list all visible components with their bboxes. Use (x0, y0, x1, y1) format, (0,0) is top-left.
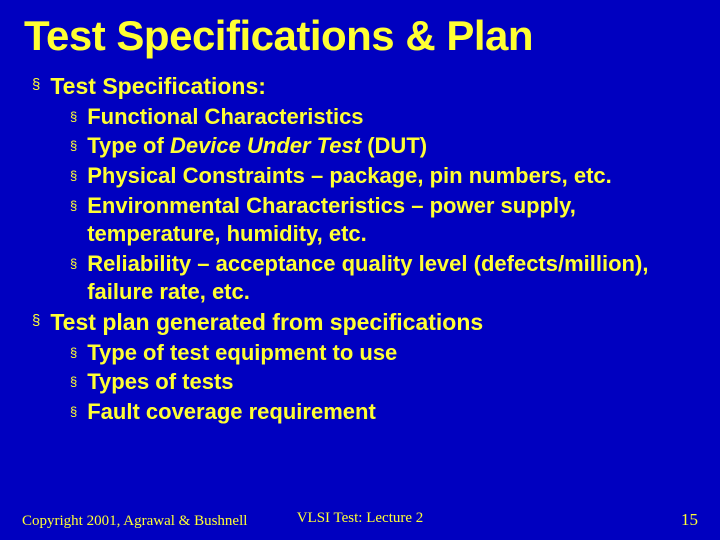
bullet-text: Environmental Characteristics – power su… (87, 192, 696, 249)
bullet-lvl2: § Functional Characteristics (70, 103, 696, 132)
bullet-text: Test plan generated from specifications (50, 308, 483, 337)
square-bullet-icon: § (70, 103, 77, 130)
slide: Test Specifications & Plan §Test Specifi… (0, 0, 720, 540)
bullet-lvl2: § Type of test equipment to use (70, 339, 696, 368)
square-bullet-icon: § (70, 132, 77, 159)
sublist: § Functional Characteristics § Type of Devi… (32, 103, 696, 307)
footer-subject: VLSI Test: Lecture 2 (297, 510, 424, 527)
square-bullet-icon: § (70, 192, 77, 219)
footer-copyright: Copyright 2001, Agrawal & Bushnell (22, 513, 247, 530)
square-bullet-icon: § (70, 398, 77, 425)
slide-footer: Copyright 2001, Agrawal & Bushnell VLSI … (0, 510, 720, 530)
sublist: § Type of test equipment to use § Types of … (32, 339, 696, 427)
bullet-text: Reliability – acceptance quality level (… (87, 250, 696, 307)
slide-content: §Test Specifications:§Functional Charact… (24, 72, 696, 426)
square-bullet-icon: § (70, 368, 77, 395)
bullet-lvl2: § Physical Constraints – package, pin num… (70, 162, 696, 191)
bullet-lvl1: § Test plan generated from specifications (32, 308, 696, 337)
footer-page-number: 15 (681, 510, 698, 530)
bullet-text: Types of tests (87, 368, 233, 397)
bullet-text: Fault coverage requirement (87, 398, 376, 427)
square-bullet-icon: § (70, 250, 77, 277)
bullet-text: Functional Characteristics (87, 103, 363, 132)
square-bullet-icon: § (70, 339, 77, 366)
bullet-lvl1: § Test Specifications: (32, 72, 696, 101)
square-bullet-icon: § (32, 72, 40, 98)
bullet-lvl2: § Environmental Characteristics – power s… (70, 192, 696, 249)
bullet-lvl2: § Reliability – acceptance quality level … (70, 250, 696, 307)
bullet-text: Physical Constraints – package, pin numb… (87, 162, 612, 191)
square-bullet-icon: § (70, 162, 77, 189)
bullet-text: Test Specifications: (50, 72, 266, 101)
bullet-text: Type of Device Under Test (DUT) (87, 132, 427, 161)
slide-title: Test Specifications & Plan (24, 14, 696, 58)
bullet-lvl2: § Type of Device Under Test (DUT) (70, 132, 696, 161)
square-bullet-icon: § (32, 308, 40, 334)
bullet-lvl2: § Types of tests (70, 368, 696, 397)
bullet-lvl2: § Fault coverage requirement (70, 398, 696, 427)
bullet-text: Type of test equipment to use (87, 339, 397, 368)
